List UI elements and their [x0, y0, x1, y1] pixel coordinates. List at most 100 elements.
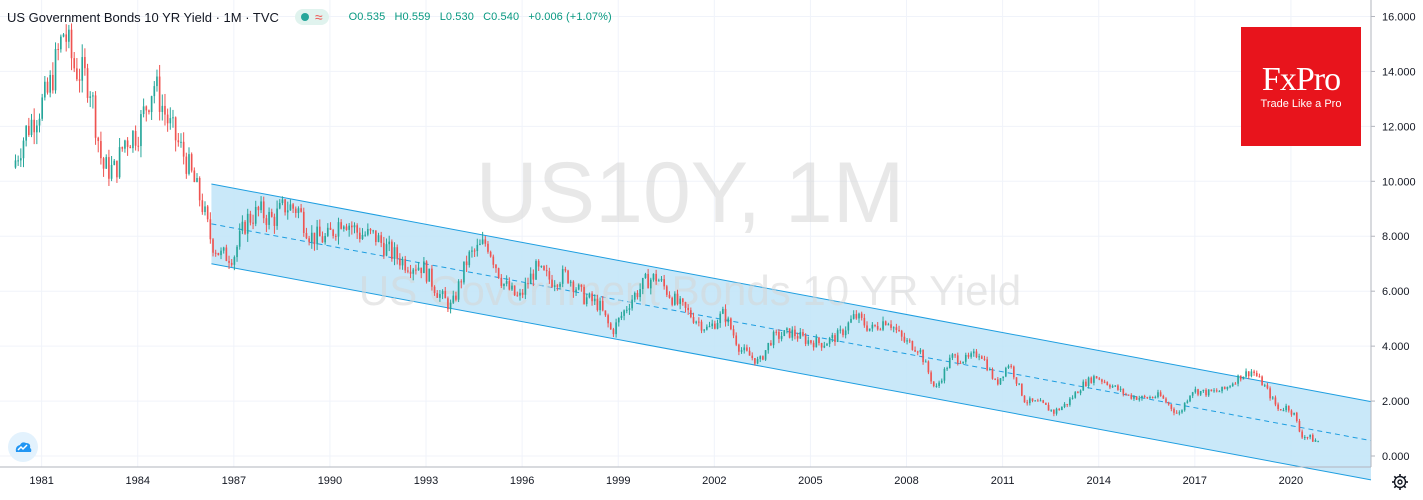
- candle: [1234, 381, 1237, 385]
- candle-body: [519, 292, 521, 296]
- candle: [455, 291, 457, 302]
- candle-body: [764, 350, 767, 360]
- candle: [724, 304, 727, 327]
- candle-body: [783, 330, 786, 337]
- candle-body: [260, 201, 262, 211]
- candle-body: [495, 264, 497, 269]
- candle: [305, 227, 308, 240]
- candle: [1023, 395, 1026, 403]
- candle-body: [577, 284, 580, 290]
- candle-body: [588, 293, 591, 298]
- candle-body: [938, 382, 940, 386]
- candle-body: [967, 354, 970, 357]
- y-tick-label: 6.000: [1382, 286, 1410, 298]
- candle: [1186, 399, 1189, 404]
- candle: [428, 268, 431, 282]
- candle: [706, 324, 708, 331]
- candle-body: [174, 117, 177, 141]
- candle: [1071, 395, 1074, 400]
- candle: [393, 242, 396, 266]
- candle: [1050, 409, 1053, 412]
- candle-body: [919, 349, 922, 353]
- candle-body: [828, 338, 831, 344]
- candle: [212, 238, 214, 257]
- candle-body: [156, 76, 158, 87]
- candle: [158, 64, 161, 121]
- candle-body: [350, 225, 353, 228]
- candle: [180, 133, 182, 148]
- candle: [310, 225, 313, 249]
- candle-body: [807, 340, 810, 344]
- candle: [116, 160, 118, 183]
- candle-body: [342, 226, 345, 229]
- candle-body: [858, 313, 860, 319]
- indicator-badge[interactable]: ≈: [294, 9, 329, 25]
- candle-body: [396, 247, 399, 259]
- candle: [967, 352, 970, 359]
- candle: [898, 325, 900, 332]
- candle-body: [767, 342, 770, 351]
- candle-body: [270, 211, 273, 217]
- candle-body: [948, 357, 951, 369]
- candle-body: [1093, 376, 1095, 383]
- candle: [1221, 386, 1223, 394]
- candle-body: [1015, 377, 1018, 384]
- candle: [1237, 374, 1239, 387]
- symbol-title[interactable]: US Government Bonds 10 YR Yield · 1M · T…: [7, 9, 279, 25]
- candle: [495, 264, 497, 273]
- candle-body: [922, 349, 924, 363]
- candle-body: [1290, 410, 1293, 415]
- candle-body: [353, 225, 356, 228]
- candle-body: [1122, 388, 1125, 394]
- candle: [57, 43, 60, 61]
- candle-body: [1058, 408, 1061, 411]
- candle-body: [383, 242, 385, 256]
- candle: [647, 268, 649, 289]
- candle-body: [14, 160, 17, 168]
- gear-icon[interactable]: [1391, 473, 1409, 491]
- candle: [350, 221, 353, 235]
- candle-body: [818, 337, 820, 344]
- candle: [468, 250, 471, 268]
- candle-body: [369, 228, 372, 231]
- candle: [684, 301, 687, 313]
- candle: [895, 323, 898, 334]
- candle: [633, 291, 636, 303]
- candle-body: [340, 222, 342, 229]
- candle-body: [871, 324, 874, 329]
- candle: [172, 109, 174, 128]
- candle-body: [631, 299, 633, 309]
- y-tick-label: 12.000: [1382, 121, 1416, 133]
- candle-body: [887, 324, 890, 326]
- candle: [983, 355, 986, 361]
- candle-body: [441, 290, 444, 295]
- candle: [770, 340, 772, 347]
- candle: [559, 281, 561, 290]
- candle: [593, 294, 596, 306]
- candle-body: [791, 329, 794, 338]
- candle: [388, 235, 391, 252]
- candle-body: [1194, 389, 1197, 393]
- candle-body: [1029, 398, 1031, 404]
- candle-body: [121, 147, 124, 149]
- candle-body: [1175, 412, 1178, 414]
- candle: [532, 269, 535, 287]
- candle: [1245, 368, 1247, 378]
- candle: [25, 124, 27, 147]
- candle-body: [593, 298, 596, 302]
- x-tick-label: 1993: [414, 475, 438, 487]
- tradingview-cloud-icon[interactable]: [8, 432, 38, 462]
- candle: [780, 331, 783, 342]
- candle-body: [676, 293, 679, 304]
- candle-body: [556, 285, 559, 287]
- candle-body: [620, 315, 623, 318]
- candle-body: [46, 81, 49, 93]
- candle-body: [564, 269, 567, 271]
- candle-body: [1004, 367, 1007, 377]
- candle-body: [1282, 410, 1285, 412]
- candle-body: [150, 96, 153, 113]
- candle: [105, 154, 108, 169]
- candle-body: [54, 49, 57, 91]
